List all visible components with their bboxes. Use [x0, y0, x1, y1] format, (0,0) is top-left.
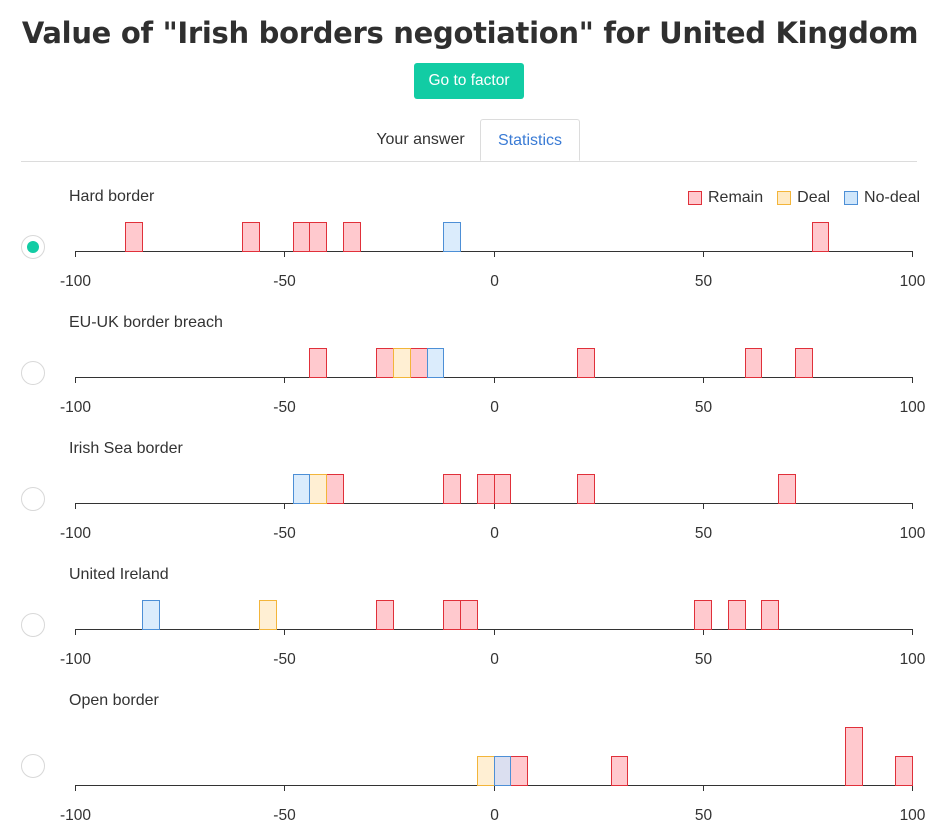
- tab-statistics[interactable]: Statistics: [480, 119, 580, 161]
- option-label-eu-uk-border-breach: EU-UK border breach: [69, 314, 223, 331]
- histogram-bar-remain: [293, 222, 310, 252]
- legend-label-deal: Deal: [797, 189, 831, 206]
- x-tick-label: -50: [273, 273, 296, 290]
- histogram-bar-remain: [795, 348, 813, 378]
- legend-item-deal: Deal: [777, 189, 830, 207]
- x-tick-label: -100: [60, 273, 91, 290]
- x-tick-label: 0: [490, 399, 499, 416]
- x-tick-label: 100: [900, 399, 926, 416]
- histogram-bar-remain: [577, 348, 595, 378]
- page-title: Value of "Irish borders negotiation" for…: [21, 16, 919, 50]
- legend-swatch-remain: [688, 191, 702, 205]
- x-tick-label: -50: [273, 651, 296, 668]
- histogram-bar-remain: [460, 600, 478, 630]
- x-tick-label: 0: [490, 273, 499, 290]
- legend-label-remain: Remain: [708, 189, 764, 206]
- histogram-bar-remain: [812, 222, 829, 252]
- histogram-bar-remain: [443, 474, 461, 504]
- histogram-bar-remain: [494, 474, 511, 504]
- x-tick-label: 50: [695, 525, 713, 542]
- histogram-bar-remain: [376, 348, 394, 378]
- histogram-bar-remain: [477, 474, 495, 504]
- radio-irish-sea-border[interactable]: [21, 487, 45, 511]
- x-tick-label: 100: [900, 273, 926, 290]
- histogram-bar-no-deal: [293, 474, 310, 504]
- legend-swatch-no-deal: [844, 191, 859, 205]
- histogram-bar-remain: [577, 474, 595, 504]
- radio-united-ireland[interactable]: [21, 613, 45, 637]
- legend-item-remain: Remain: [688, 189, 763, 207]
- histogram-bar-remain: [376, 600, 394, 630]
- x-tick-label: 50: [695, 273, 713, 290]
- histogram-bar-deal: [477, 756, 495, 786]
- legend-item-no-deal: No-deal: [844, 189, 920, 207]
- option-label-open-border: Open border: [69, 692, 159, 709]
- histogram-bar-no-deal: [427, 348, 444, 378]
- x-tick-label: 100: [900, 525, 926, 542]
- histogram-bar-remain: [309, 222, 327, 252]
- histogram-bar-deal: [259, 600, 277, 630]
- x-tick-label: 0: [490, 525, 499, 542]
- histogram-bar-remain: [242, 222, 260, 252]
- x-tick-label: -50: [273, 525, 296, 542]
- x-tick-label: 0: [490, 807, 499, 824]
- histogram-bar-remain: [778, 474, 796, 504]
- option-label-hard-border: Hard border: [69, 188, 155, 205]
- histogram-bar-remain: [410, 348, 428, 378]
- x-tick-label: -100: [60, 651, 91, 668]
- histogram-bar-remain: [443, 600, 461, 630]
- histogram-bar-remain: [845, 727, 863, 786]
- x-tick-label: -100: [60, 399, 91, 416]
- histogram-bar-deal: [393, 348, 411, 378]
- tab-bar: Your answer Statistics: [21, 119, 917, 162]
- legend: Remain Deal No-deal: [688, 188, 920, 208]
- x-tick-label: -50: [273, 807, 296, 824]
- option-label-irish-sea-border: Irish Sea border: [69, 440, 183, 457]
- histogram-bar-remain: [510, 756, 528, 786]
- x-tick-label: 0: [490, 651, 499, 668]
- histogram-bar-remain: [125, 222, 143, 252]
- x-tick-label: 50: [695, 399, 713, 416]
- x-tick-label: 50: [695, 651, 713, 668]
- histogram-bar-remain: [343, 222, 361, 252]
- histogram-bar-remain: [309, 348, 327, 378]
- histogram-bar-remain: [895, 756, 913, 786]
- histogram-bar-remain: [745, 348, 762, 378]
- x-tick-label: 50: [695, 807, 713, 824]
- histogram-bar-no-deal: [142, 600, 160, 630]
- histogram-bar-remain: [611, 756, 628, 786]
- radio-open-border[interactable]: [21, 754, 45, 778]
- x-tick-label: 100: [900, 651, 926, 668]
- legend-label-no-deal: No-deal: [864, 189, 921, 206]
- tab-your-answer[interactable]: Your answer: [376, 131, 465, 148]
- histogram-bar-no-deal: [494, 756, 511, 786]
- option-label-united-ireland: United Ireland: [69, 566, 169, 583]
- histogram-bar-deal: [309, 474, 327, 504]
- x-tick-label: -100: [60, 807, 91, 824]
- histogram-bar-remain: [326, 474, 344, 504]
- histogram-bar-no-deal: [443, 222, 461, 252]
- histogram-bar-remain: [761, 600, 779, 630]
- histogram-bar-remain: [694, 600, 712, 630]
- x-tick-label: 100: [900, 807, 926, 824]
- radio-hard-border[interactable]: [21, 235, 45, 259]
- x-tick-label: -50: [273, 399, 296, 416]
- go-to-factor-button[interactable]: Go to factor: [414, 63, 524, 99]
- legend-swatch-deal: [777, 191, 792, 205]
- radio-eu-uk-border-breach[interactable]: [21, 361, 45, 385]
- x-tick-label: -100: [60, 525, 91, 542]
- histogram-bar-remain: [728, 600, 746, 630]
